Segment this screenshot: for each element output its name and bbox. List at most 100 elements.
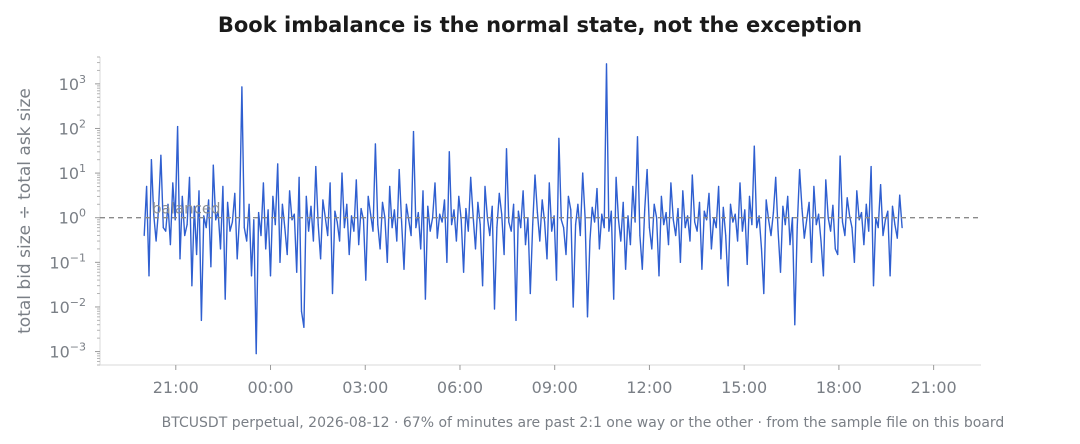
data-point	[315, 166, 317, 168]
data-point	[632, 185, 634, 188]
data-point	[489, 234, 491, 237]
y-axis-ticks: 103 102 101 100 10−1 10−2 10−3	[49, 56, 100, 366]
data-point	[858, 219, 860, 221]
data-point	[629, 244, 632, 246]
data-point	[343, 227, 345, 229]
data-point	[386, 261, 388, 263]
data-point	[169, 244, 171, 246]
data-point	[272, 195, 274, 197]
data-point	[465, 208, 467, 210]
data-point	[334, 210, 336, 212]
data-point	[412, 131, 415, 133]
data-point	[677, 208, 679, 210]
data-point	[470, 176, 472, 178]
data-point	[784, 224, 786, 226]
data-point	[188, 176, 191, 178]
data-point	[544, 221, 546, 223]
data-point	[808, 201, 810, 203]
data-point	[586, 316, 589, 318]
data-point	[298, 176, 300, 178]
data-point	[825, 179, 827, 181]
data-point	[327, 234, 329, 237]
y-tick-label: 10−3	[49, 341, 86, 362]
data-point	[522, 190, 524, 192]
data-point	[701, 268, 703, 270]
data-point	[675, 234, 677, 237]
data-point	[420, 248, 422, 250]
data-point	[505, 148, 508, 150]
data-point	[853, 261, 856, 263]
data-point	[455, 240, 457, 242]
data-point	[627, 215, 629, 217]
data-point	[196, 253, 198, 256]
data-point	[370, 213, 372, 215]
data-point	[160, 154, 162, 156]
data-point	[215, 219, 217, 221]
data-point	[827, 217, 829, 219]
data-point	[434, 182, 436, 184]
data-point	[791, 217, 794, 219]
data-point	[229, 230, 231, 232]
data-point	[763, 292, 765, 295]
series-line	[143, 63, 903, 355]
data-point	[515, 319, 517, 321]
data-point	[813, 185, 815, 188]
data-point	[367, 195, 369, 197]
data-point	[679, 261, 682, 263]
data-point	[401, 221, 403, 223]
data-point	[851, 227, 853, 229]
data-point	[432, 217, 434, 219]
data-point	[834, 248, 836, 250]
data-point	[765, 199, 767, 201]
data-point	[472, 215, 474, 217]
x-tick-label: 09:00	[532, 378, 578, 397]
data-point	[150, 159, 152, 161]
data-point	[715, 227, 717, 229]
data-point	[748, 195, 751, 197]
data-point	[408, 219, 410, 221]
data-point	[439, 213, 441, 215]
data-point	[274, 224, 276, 226]
data-point	[429, 230, 431, 232]
data-point	[534, 174, 536, 176]
data-point	[653, 203, 655, 205]
x-tick-label: 06:00	[437, 378, 483, 397]
data-point	[293, 213, 295, 215]
data-point	[844, 234, 846, 237]
data-point	[186, 224, 188, 226]
data-point	[901, 227, 903, 229]
data-point	[682, 190, 684, 192]
data-point	[532, 224, 534, 226]
data-point	[427, 205, 429, 207]
data-point	[174, 219, 176, 221]
data-point	[212, 164, 214, 166]
footnote: BTCUSDT perpetual, 2026-08-12 · 67% of m…	[162, 415, 1005, 431]
data-point	[732, 221, 734, 223]
data-point	[181, 195, 183, 197]
data-point	[872, 285, 875, 287]
data-point	[794, 324, 796, 326]
data-point	[782, 205, 784, 207]
data-point	[641, 268, 643, 270]
data-point	[775, 176, 777, 178]
data-point	[860, 212, 863, 214]
data-point	[231, 221, 233, 223]
data-point	[613, 298, 615, 300]
data-point	[636, 136, 639, 138]
data-point	[753, 145, 755, 147]
data-point	[758, 215, 760, 217]
data-point	[868, 230, 870, 232]
data-point	[322, 199, 324, 201]
data-point	[474, 248, 477, 250]
data-point	[691, 174, 693, 176]
data-point	[644, 209, 646, 211]
data-point	[725, 234, 727, 237]
data-point	[513, 203, 515, 205]
data-point	[822, 275, 825, 277]
data-point	[358, 244, 360, 246]
data-point	[617, 219, 620, 221]
data-point	[882, 234, 884, 237]
y-tick-label: 102	[59, 117, 86, 138]
data-point	[191, 285, 193, 287]
data-point	[510, 230, 512, 232]
